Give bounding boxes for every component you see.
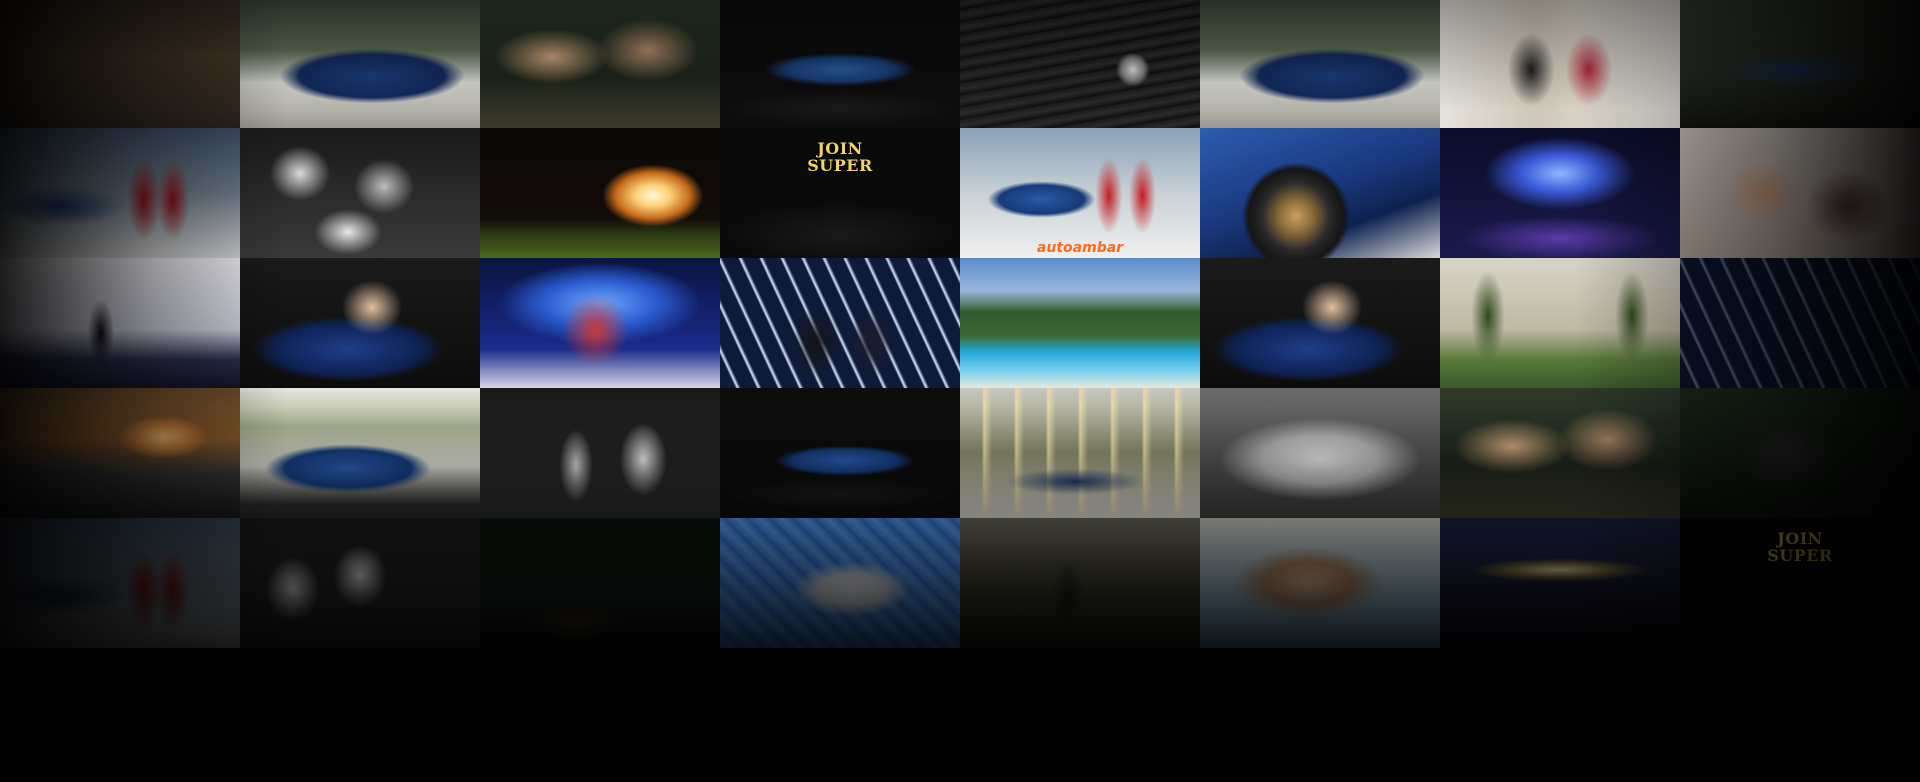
photo-tile-couple-light-wall-dim bbox=[1680, 258, 1920, 388]
photo-tile-models-red-dress-dim bbox=[0, 128, 240, 258]
photo-tile-party-table-group bbox=[1440, 388, 1680, 518]
photo-tile-bw-party-dance bbox=[240, 128, 480, 258]
photo-image bbox=[960, 648, 1200, 778]
photo-tile-two-men-poster bbox=[1440, 0, 1680, 128]
brand-logo-text: autoambar bbox=[1036, 240, 1124, 256]
photo-image bbox=[1440, 128, 1680, 258]
photo-tile-bw-singer bbox=[480, 388, 720, 518]
photo-image bbox=[480, 388, 720, 518]
photo-tile-woman-in-convertible bbox=[240, 258, 480, 388]
banner-text: JOIN SUPER bbox=[1767, 529, 1833, 565]
photo-tile-party-table-group bbox=[480, 0, 720, 128]
photo-tile-night-festival bbox=[1440, 518, 1680, 648]
photo-tile-pool-resort bbox=[960, 258, 1200, 388]
photo-image bbox=[480, 648, 720, 778]
photo-tile-acrobat-drummers bbox=[480, 258, 720, 388]
photo-tile-blue-car-stage bbox=[240, 0, 480, 128]
photo-tile-group-join-super-dim: JOIN SUPER bbox=[1680, 518, 1920, 648]
photo-image bbox=[1440, 388, 1680, 518]
photo-image bbox=[480, 128, 720, 258]
photo-image bbox=[1680, 388, 1920, 518]
photo-image bbox=[0, 128, 240, 258]
photo-tile-fire-performer bbox=[480, 128, 720, 258]
photo-tile-outdoor-toast bbox=[960, 518, 1200, 648]
photo-tile-dark-2 bbox=[240, 648, 480, 778]
photo-tile-palm-alley bbox=[1440, 258, 1680, 388]
photo-image bbox=[240, 128, 480, 258]
photo-tile-car-flags-palms bbox=[960, 388, 1200, 518]
photo-tile-dark-1 bbox=[0, 648, 240, 778]
photo-tile-models-red-dress-car: autoambar bbox=[960, 128, 1200, 258]
photo-image bbox=[1200, 388, 1440, 518]
photo-tile-event-crowd-dim bbox=[0, 0, 240, 128]
photo-tile-dark-party-group bbox=[1680, 388, 1920, 518]
photo-image bbox=[1200, 258, 1440, 388]
photo-tile-pool-men-swimwear bbox=[1200, 518, 1440, 648]
photo-tile-car-turntable-dark bbox=[1680, 0, 1920, 128]
photo-image bbox=[1440, 0, 1680, 128]
photo-tile-car-grille-logo bbox=[960, 0, 1200, 128]
photo-tile-dark-7 bbox=[1440, 648, 1680, 778]
photo-image bbox=[0, 0, 240, 128]
photo-image bbox=[1680, 0, 1920, 128]
photo-tile-car-turntable bbox=[720, 0, 960, 128]
photo-image bbox=[1440, 518, 1680, 648]
photo-tile-sunset-sea bbox=[0, 388, 240, 518]
photo-tile-dark-8 bbox=[1680, 648, 1920, 778]
photo-image bbox=[960, 0, 1200, 128]
photo-tile-blue-car-stage bbox=[1200, 0, 1440, 128]
photo-image bbox=[240, 648, 480, 778]
photo-image bbox=[240, 518, 480, 648]
photo-image bbox=[720, 0, 960, 128]
photo-image bbox=[720, 258, 960, 388]
photo-tile-models-red-dress-dim bbox=[0, 518, 240, 648]
photo-image bbox=[1200, 648, 1440, 778]
photo-image bbox=[480, 258, 720, 388]
photo-tile-car-turntable-palms bbox=[720, 388, 960, 518]
photo-image bbox=[0, 258, 240, 388]
photo-image bbox=[0, 388, 240, 518]
photo-image bbox=[240, 258, 480, 388]
photo-tile-dark-4 bbox=[720, 648, 960, 778]
photo-image bbox=[1200, 128, 1440, 258]
photo-image bbox=[1440, 648, 1680, 778]
photo-image bbox=[480, 518, 720, 648]
photo-tile-car-wheel-closeup bbox=[1200, 128, 1440, 258]
photo-image bbox=[1440, 258, 1680, 388]
photo-image bbox=[720, 388, 960, 518]
photo-tile-night-lounge bbox=[480, 518, 720, 648]
photo-tile-bw-men-laughing bbox=[240, 518, 480, 648]
photo-image bbox=[960, 518, 1200, 648]
photo-tile-dark-5 bbox=[960, 648, 1200, 778]
photo-image bbox=[240, 388, 480, 518]
photo-image bbox=[1680, 648, 1920, 778]
photo-image bbox=[720, 648, 960, 778]
photo-image bbox=[1680, 258, 1920, 388]
photo-tile-dark-3 bbox=[480, 648, 720, 778]
photo-tile-pool-float bbox=[720, 518, 960, 648]
photo-image bbox=[1200, 518, 1440, 648]
photo-tile-silhouette-stage bbox=[0, 258, 240, 388]
photo-tile-group-join-super: JOIN SUPER bbox=[720, 128, 960, 258]
photo-tile-stage-dancers-lights bbox=[1440, 128, 1680, 258]
photo-tile-man-selfie bbox=[1680, 128, 1920, 258]
photo-tile-couple-light-wall bbox=[720, 258, 960, 388]
photo-image bbox=[720, 518, 960, 648]
photo-image bbox=[240, 0, 480, 128]
photo-image bbox=[480, 0, 720, 128]
photo-tile-dark-6 bbox=[1200, 648, 1440, 778]
photo-tile-woman-in-convertible bbox=[1200, 258, 1440, 388]
banner-text: JOIN SUPER bbox=[807, 139, 873, 175]
photo-image bbox=[1200, 0, 1440, 128]
photo-tile-bw-white-party bbox=[1200, 388, 1440, 518]
photo-image bbox=[960, 388, 1200, 518]
photo-image bbox=[960, 258, 1200, 388]
photo-image bbox=[1680, 128, 1920, 258]
photo-image bbox=[0, 518, 240, 648]
photo-image bbox=[0, 648, 240, 778]
photo-image bbox=[960, 128, 1200, 258]
photo-tile-blue-car-palms bbox=[240, 388, 480, 518]
